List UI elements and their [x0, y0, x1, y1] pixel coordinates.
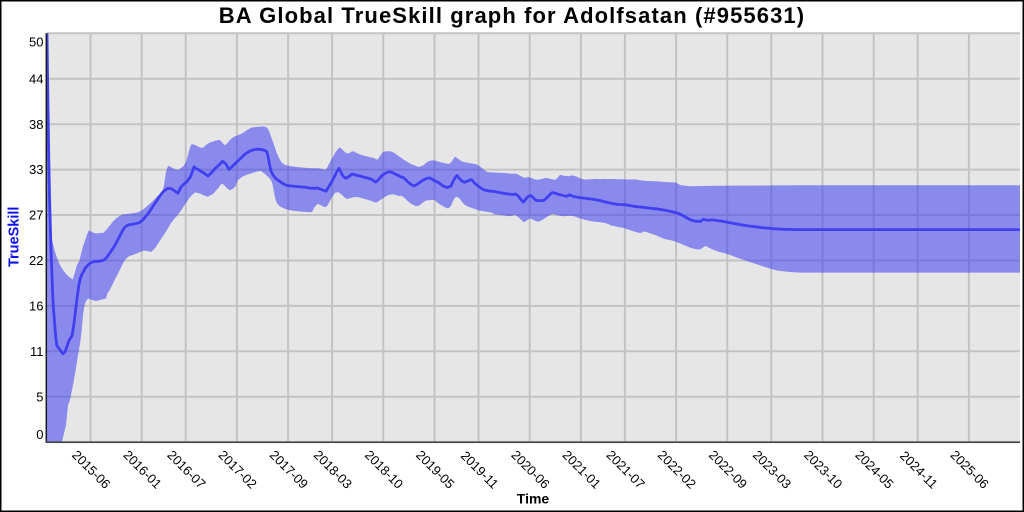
- svg-text:TrueSkill: TrueSkill: [7, 207, 23, 267]
- svg-text:44: 44: [29, 71, 43, 86]
- svg-text:16: 16: [29, 299, 43, 314]
- svg-text:5: 5: [36, 389, 43, 404]
- svg-text:Time: Time: [517, 491, 550, 507]
- svg-text:38: 38: [29, 117, 43, 132]
- svg-text:22: 22: [29, 253, 43, 268]
- svg-text:11: 11: [30, 344, 44, 359]
- svg-text:50: 50: [29, 35, 43, 50]
- svg-text:27: 27: [29, 208, 43, 223]
- svg-text:BA Global TrueSkill graph for: BA Global TrueSkill graph for Adolfsatan…: [219, 3, 805, 28]
- svg-text:33: 33: [29, 162, 43, 177]
- svg-text:0: 0: [36, 427, 43, 442]
